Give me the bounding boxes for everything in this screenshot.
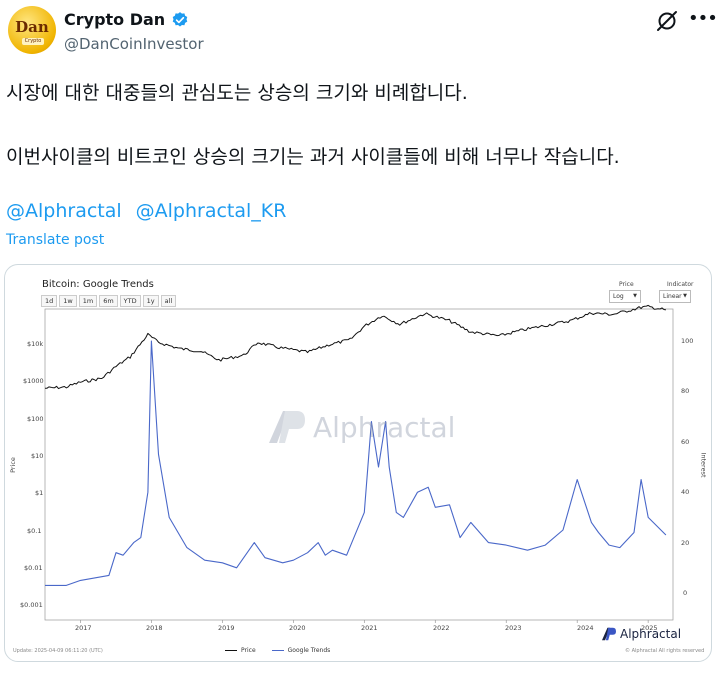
chart-title: Bitcoin: Google Trends <box>42 279 154 290</box>
chevron-down-icon: ▼ <box>633 293 637 299</box>
avatar[interactable]: Dan Crypto <box>8 6 56 54</box>
mention-alphractal-kr[interactable]: @Alphractal_KR <box>135 200 287 222</box>
y-left-tick: $10k <box>27 340 44 348</box>
legend-swatch <box>225 650 237 651</box>
range-button[interactable]: 1d <box>41 295 58 307</box>
y-right-tick: 40 <box>681 488 690 496</box>
watermark: Alphractal <box>267 409 455 445</box>
range-button[interactable]: 6m <box>99 295 118 307</box>
range-button[interactable]: 1w <box>59 295 77 307</box>
update-timestamp: Update: 2025-04-09 06:11:20 (UTC) <box>13 648 103 654</box>
price-scale-label: Price <box>619 281 634 288</box>
price-series-line <box>44 304 666 390</box>
avatar-subtext: Crypto <box>22 38 44 45</box>
y-right-tick: 100 <box>681 337 694 345</box>
range-button[interactable]: YTD <box>119 295 141 307</box>
x-tick: 2019 <box>218 624 235 632</box>
alphractal-logo-icon <box>269 411 305 443</box>
y-left-tick: $0.1 <box>27 527 42 535</box>
x-tick: 2025 <box>641 624 658 632</box>
tweet-text-line-2: 이번사이클의 비트코인 상승의 크기는 과거 사이클들에 비해 너무나 작습니다… <box>6 146 620 168</box>
indicator-scale-label: Indicator <box>667 281 694 288</box>
legend-label: Price <box>241 647 256 654</box>
x-tick: 2021 <box>361 624 378 632</box>
tweet-text-line-1: 시장에 대한 대중들의 관심도는 상승의 크기와 비례합니다. <box>6 82 468 104</box>
y-right-axis-title: Interest <box>699 452 708 478</box>
legend-label: Google Trends <box>287 647 331 654</box>
avatar-text: Dan <box>15 18 49 36</box>
y-left-axis-title: Price <box>8 457 17 473</box>
watermark-text: Alphractal <box>313 410 456 444</box>
brand-logo: Alphractal <box>601 627 681 641</box>
google-trends-series-line <box>45 340 667 586</box>
alphractal-brand-icon <box>602 627 616 641</box>
y-right-tick: 80 <box>681 387 690 395</box>
y-right-tick: 20 <box>681 539 690 547</box>
y-left-tick: $0.001 <box>20 601 43 609</box>
legend-item-price[interactable]: Price <box>225 647 256 654</box>
x-tick: 2022 <box>433 624 450 632</box>
x-tick: 2024 <box>577 624 594 632</box>
x-tick: 2023 <box>505 624 522 632</box>
mentions: @Alphractal @Alphractal_KR <box>6 200 286 222</box>
translate-post-link[interactable]: Translate post <box>6 232 105 248</box>
y-left-tick: $0.01 <box>24 564 43 572</box>
display-name[interactable]: Crypto Dan <box>64 10 166 29</box>
y-left-tick: $1000 <box>23 377 44 385</box>
verified-badge-icon <box>172 11 188 27</box>
legend-item-google-trends[interactable]: Google Trends <box>271 647 331 654</box>
more-icon[interactable]: ••• <box>688 8 718 29</box>
x-tick: 2017 <box>75 624 92 632</box>
range-button[interactable]: all <box>160 295 177 307</box>
price-scale-select[interactable]: Log ▼ <box>609 290 641 303</box>
x-tick: 2020 <box>289 624 306 632</box>
chevron-down-icon: ▼ <box>683 293 687 299</box>
brand-text: Alphractal <box>620 627 682 641</box>
y-left-tick: $100 <box>27 415 44 423</box>
legend-swatch <box>271 650 284 651</box>
range-button[interactable]: 1m <box>78 295 98 307</box>
y-left-tick: $10 <box>31 452 44 460</box>
y-left-tick: $1 <box>35 489 44 497</box>
chart-legend: Price Google Trends <box>225 647 330 654</box>
plot-frame <box>44 308 674 621</box>
chart-image-card[interactable]: Bitcoin: Google Trends 1d 1w 1m 6m YTD 1… <box>4 264 712 662</box>
price-scale-value: Log <box>613 293 624 300</box>
copyright-text: © Alphractal All rights reserved <box>625 648 705 654</box>
indicator-scale-value: Linear <box>663 293 682 300</box>
x-tick: 2018 <box>146 624 163 632</box>
display-name-row[interactable]: Crypto Dan <box>64 10 189 29</box>
y-right-tick: 0 <box>683 589 688 597</box>
user-handle[interactable]: @DanCoinInvestor <box>64 35 204 53</box>
mention-alphractal[interactable]: @Alphractal <box>6 200 122 222</box>
grok-icon[interactable] <box>654 8 680 34</box>
chart-plot <box>44 304 674 623</box>
range-selector: 1d 1w 1m 6m YTD 1y all <box>41 295 177 307</box>
range-button[interactable]: 1y <box>142 295 159 307</box>
y-right-tick: 60 <box>681 438 690 446</box>
indicator-scale-select[interactable]: Linear ▼ <box>659 290 691 303</box>
